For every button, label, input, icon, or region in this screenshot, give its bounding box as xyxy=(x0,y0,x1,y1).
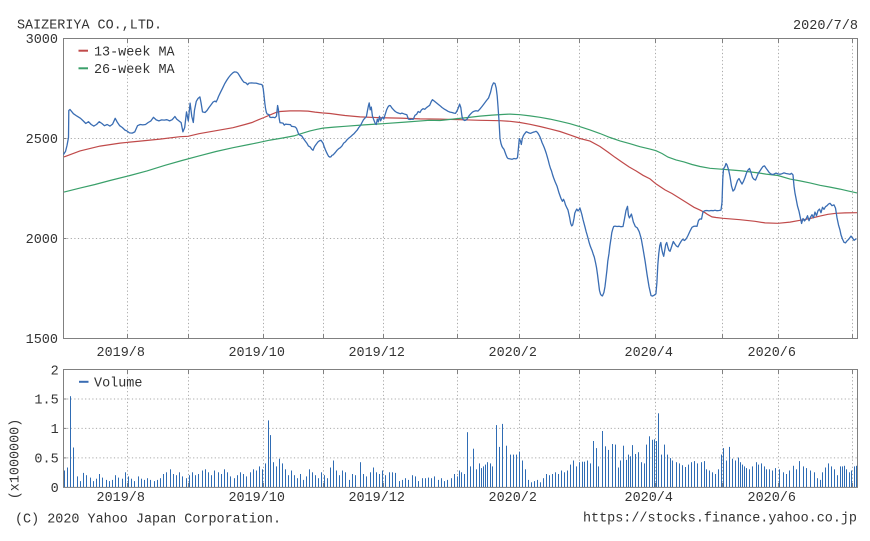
svg-text:1.5: 1.5 xyxy=(34,394,58,409)
svg-text:(C) 2020 Yahoo Japan Corporati: (C) 2020 Yahoo Japan Corporation. xyxy=(15,513,281,528)
svg-text:2019/10: 2019/10 xyxy=(228,491,284,506)
svg-text:2: 2 xyxy=(51,365,59,380)
svg-text:2020/6: 2020/6 xyxy=(748,491,796,506)
svg-text:2019/12: 2019/12 xyxy=(348,491,404,506)
svg-text:https://stocks.finance.yahoo.c: https://stocks.finance.yahoo.co.jp xyxy=(583,512,857,527)
svg-text:SAIZERIYA CO.,LTD.: SAIZERIYA CO.,LTD. xyxy=(17,19,162,34)
svg-text:(x1000000): (x1000000) xyxy=(9,419,24,500)
svg-text:13-week MA: 13-week MA xyxy=(94,46,175,61)
svg-text:1: 1 xyxy=(51,423,59,438)
svg-text:Volume: Volume xyxy=(94,377,142,392)
svg-text:2000: 2000 xyxy=(26,233,58,248)
svg-text:0.5: 0.5 xyxy=(34,453,58,468)
svg-text:2020/2: 2020/2 xyxy=(489,491,537,506)
svg-text:2019/12: 2019/12 xyxy=(348,346,404,361)
svg-text:26-week MA: 26-week MA xyxy=(94,63,175,78)
svg-text:2019/8: 2019/8 xyxy=(97,346,145,361)
svg-text:2020/2: 2020/2 xyxy=(489,346,537,361)
svg-text:2020/4: 2020/4 xyxy=(625,491,673,506)
svg-text:2019/10: 2019/10 xyxy=(228,346,284,361)
svg-text:0: 0 xyxy=(51,482,59,497)
svg-text:3000: 3000 xyxy=(26,33,58,48)
svg-text:2500: 2500 xyxy=(26,133,58,148)
svg-text:2020/6: 2020/6 xyxy=(748,346,796,361)
svg-text:2020/7/8: 2020/7/8 xyxy=(793,19,858,34)
svg-text:1500: 1500 xyxy=(26,333,58,348)
svg-text:2019/8: 2019/8 xyxy=(97,491,145,506)
svg-text:2020/4: 2020/4 xyxy=(625,346,673,361)
